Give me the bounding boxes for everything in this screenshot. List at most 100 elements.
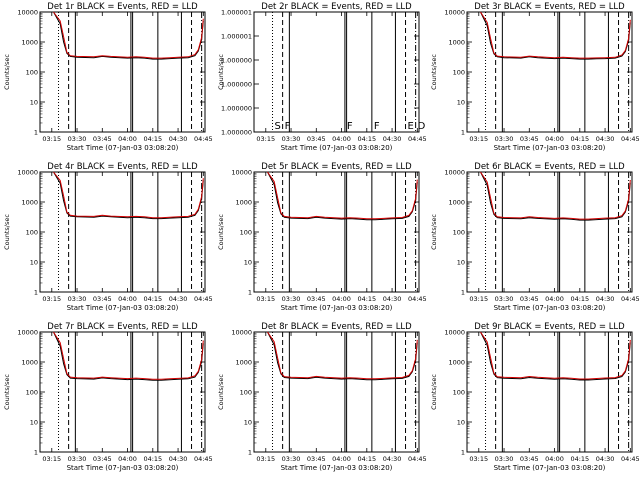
- y-axis-label: Counts/sec: [3, 54, 11, 90]
- y-axis-label: Counts/sec: [430, 54, 438, 90]
- x-tick-label: 04:15: [357, 455, 376, 463]
- x-tick-label: 03:45: [307, 455, 326, 463]
- y-tick-label: 1000: [235, 359, 252, 367]
- x-tick-label: 04:45: [194, 455, 213, 463]
- x-tick-label: 04:15: [357, 135, 376, 143]
- y-tick-label: 10000: [231, 329, 252, 337]
- x-tick-label: 04:00: [545, 135, 564, 143]
- x-tick-label: 04:30: [169, 295, 188, 303]
- y-axis-label: Counts/sec: [217, 54, 225, 90]
- events-series-line: [480, 171, 631, 221]
- x-axis-label: Start Time (07-Jan-03 03:08:20): [281, 144, 393, 152]
- x-tick-label: 03:30: [282, 455, 301, 463]
- x-tick-label: 04:00: [332, 295, 351, 303]
- x-tick-label: 03:45: [520, 455, 539, 463]
- events-series-line: [480, 331, 631, 381]
- y-tick-label: 10: [30, 99, 38, 107]
- y-tick-label: 1: [34, 289, 38, 297]
- y-tick-label: 1.000000: [221, 105, 252, 113]
- x-axis-label: Start Time (07-Jan-03 03:08:20): [67, 144, 179, 152]
- events-series-line: [480, 11, 631, 60]
- x-tick-label: 03:45: [520, 295, 539, 303]
- x-tick-label: 04:30: [169, 455, 188, 463]
- chart-title: Det 9r BLACK = Events, RED = LLD: [474, 322, 625, 332]
- lld-series-line: [480, 171, 631, 220]
- x-tick-label: 04:00: [118, 135, 137, 143]
- x-tick-label: 04:15: [143, 455, 162, 463]
- y-tick-label: 100: [240, 229, 252, 237]
- x-axis-label: Start Time (07-Jan-03 03:08:20): [281, 464, 393, 472]
- y-tick-label: 1.000000: [221, 81, 252, 89]
- y-tick-label: 1.000001: [221, 33, 252, 41]
- y-tick-label: 10: [457, 259, 465, 267]
- y-tick-label: 10: [244, 419, 252, 427]
- y-tick-label: 100: [240, 389, 252, 397]
- chart-panel-6: Det 6r BLACK = Events, RED = LLD Counts/s…: [430, 162, 640, 312]
- x-tick-label: 04:45: [621, 455, 640, 463]
- x-tick-label: 04:00: [332, 455, 351, 463]
- y-axis-label: Counts/sec: [3, 214, 11, 250]
- chart-panel-9: Det 9r BLACK = Events, RED = LLD Counts/s…: [430, 322, 640, 472]
- lld-series-line: [480, 331, 631, 380]
- lld-series-line: [267, 171, 418, 220]
- y-tick-label: 10: [457, 419, 465, 427]
- y-tick-label: 1.000000: [221, 57, 252, 65]
- lld-series-line: [53, 11, 204, 59]
- x-axis-label: Start Time (07-Jan-03 03:08:20): [494, 464, 606, 472]
- x-tick-label: 04:30: [596, 455, 615, 463]
- y-tick-label: 100: [453, 389, 465, 397]
- x-tick-label: 04:30: [383, 135, 402, 143]
- chart-panel-2: Det 2r BLACK = Events, RED = LLD Counts/s…: [217, 2, 427, 152]
- x-tick-label: 03:15: [469, 135, 488, 143]
- y-tick-label: 10: [457, 99, 465, 107]
- y-tick-label: 10000: [444, 169, 465, 177]
- x-tick-label: 04:00: [118, 295, 137, 303]
- x-axis-label: Start Time (07-Jan-03 03:08:20): [494, 304, 606, 312]
- x-tick-label: 03:15: [469, 455, 488, 463]
- y-tick-label: 10000: [444, 329, 465, 337]
- y-tick-label: 10000: [17, 9, 38, 17]
- y-tick-label: 1: [461, 129, 465, 137]
- x-tick-label: 04:30: [596, 135, 615, 143]
- x-tick-label: 04:45: [621, 135, 640, 143]
- event-marker-label: F: [347, 121, 353, 132]
- x-tick-label: 03:15: [42, 455, 61, 463]
- chart-panel-7: Det 7r BLACK = Events, RED = LLD Counts/s…: [3, 322, 213, 472]
- y-tick-label: 1.000000: [221, 129, 252, 137]
- x-tick-label: 03:30: [282, 135, 301, 143]
- x-axis-label: Start Time (07-Jan-03 03:08:20): [494, 144, 606, 152]
- y-axis-label: Counts/sec: [430, 214, 438, 250]
- x-tick-label: 03:30: [68, 295, 87, 303]
- lld-series-line: [480, 11, 631, 59]
- x-tick-label: 04:00: [545, 455, 564, 463]
- events-series-line: [267, 331, 418, 381]
- x-tick-label: 04:45: [194, 295, 213, 303]
- x-tick-label: 04:45: [621, 295, 640, 303]
- lld-series-line: [53, 331, 204, 380]
- y-axis-label: Counts/sec: [217, 374, 225, 410]
- x-tick-label: 04:30: [383, 455, 402, 463]
- y-tick-label: 1000: [448, 359, 465, 367]
- x-tick-label: 03:45: [307, 295, 326, 303]
- x-tick-label: 03:45: [520, 135, 539, 143]
- x-tick-label: 03:45: [93, 455, 112, 463]
- y-tick-label: 1000: [21, 359, 38, 367]
- y-tick-label: 100: [26, 69, 38, 77]
- x-tick-label: 04:15: [357, 295, 376, 303]
- event-marker-label: D: [418, 121, 426, 132]
- x-tick-label: 04:30: [383, 295, 402, 303]
- chart-title: Det 7r BLACK = Events, RED = LLD: [47, 322, 198, 332]
- lld-series-line: [53, 171, 204, 219]
- y-tick-label: 1: [248, 449, 252, 457]
- x-axis-label: Start Time (07-Jan-03 03:08:20): [67, 304, 179, 312]
- y-tick-label: 1000: [448, 39, 465, 47]
- x-tick-label: 03:15: [42, 295, 61, 303]
- x-tick-label: 04:00: [545, 295, 564, 303]
- event-marker-label: F: [374, 121, 380, 132]
- y-tick-label: 1000: [448, 199, 465, 207]
- x-tick-label: 04:15: [570, 455, 589, 463]
- y-tick-label: 100: [26, 229, 38, 237]
- event-marker-label: E: [408, 121, 414, 132]
- x-tick-label: 03:30: [68, 455, 87, 463]
